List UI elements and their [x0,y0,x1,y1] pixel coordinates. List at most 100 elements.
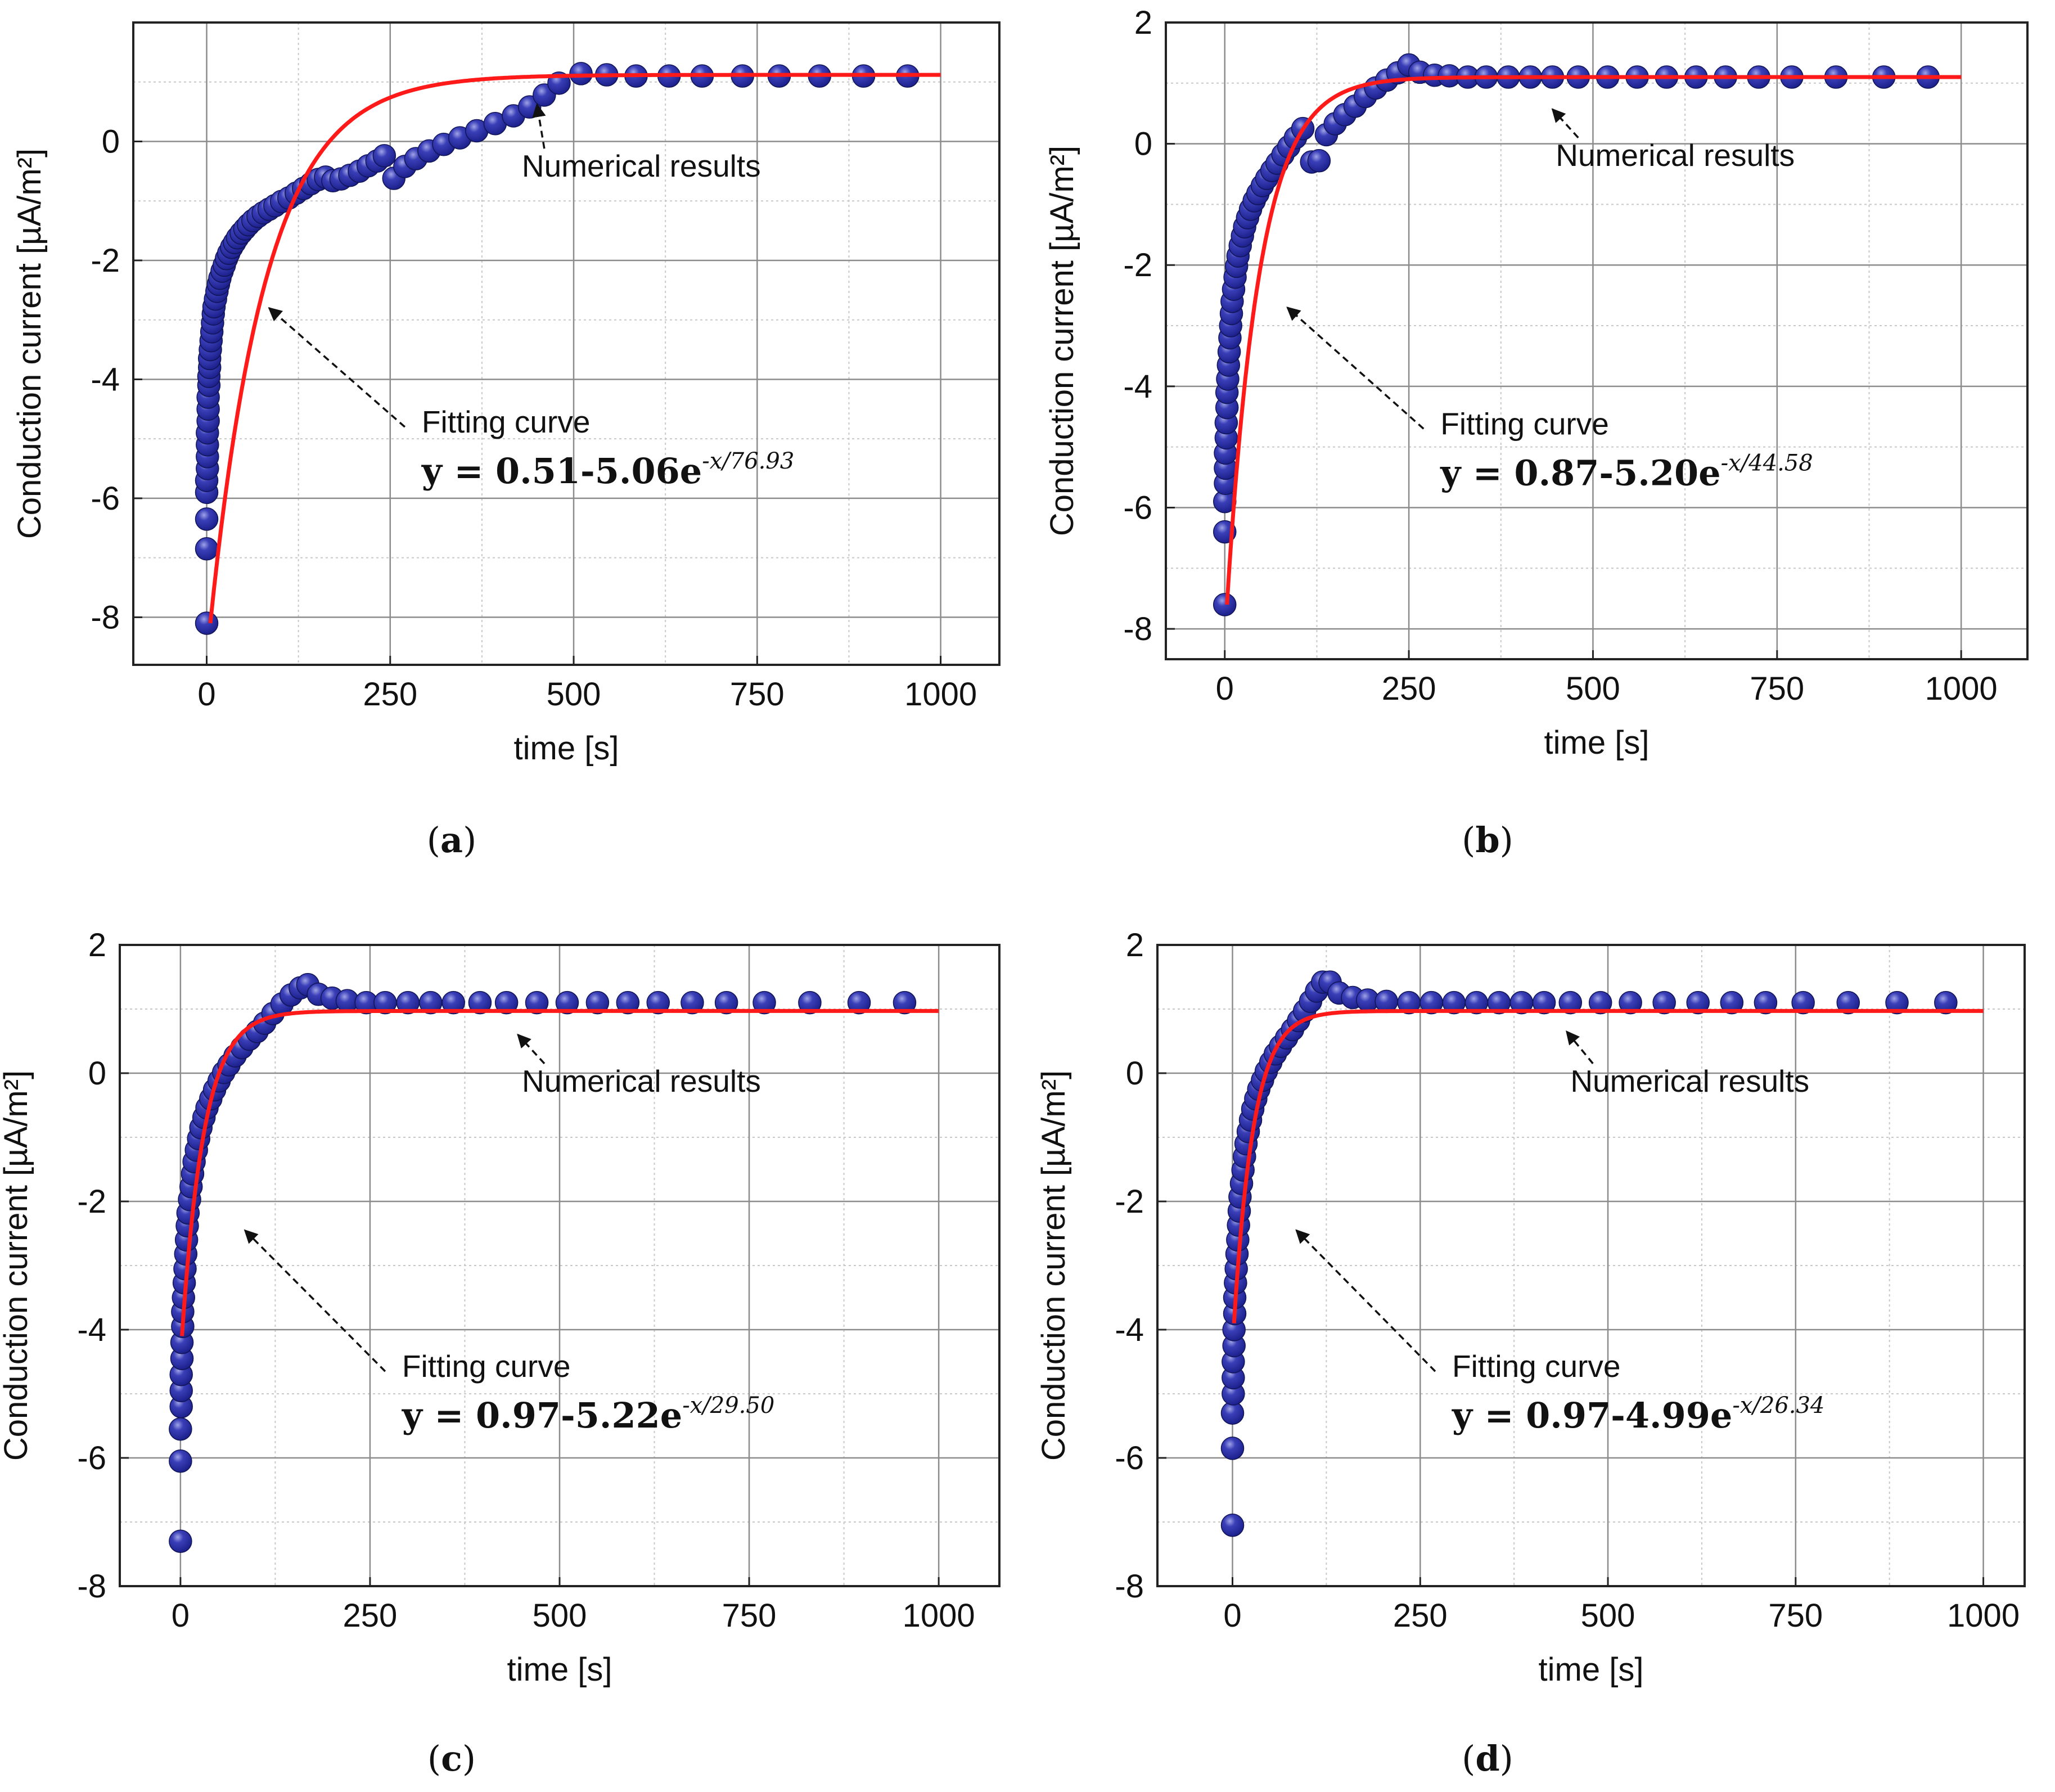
y-tick-label: -4 [77,1312,106,1348]
x-tick-label: 750 [1750,670,1804,707]
y-tick-label: 2 [1126,927,1144,963]
fit-equation-base: y = 0.97-4.99e [1452,1395,1732,1436]
panel-caption-letter: b [1475,820,1499,861]
x-axis-label: time [s] [514,730,619,767]
y-tick-label: -2 [1123,247,1152,283]
fit-equation-exponent: -x/76.93 [702,448,794,474]
fit-equation: y = 0.97-4.99e-x/26.34 [1452,1393,1824,1436]
x-tick-label: 750 [730,676,785,713]
x-tick-label: 0 [197,676,215,713]
x-axis-label: time [s] [1544,724,1650,761]
panel-caption-letter: c [441,1738,462,1779]
panel-caption-letter: a [440,820,463,861]
plot-frame [1156,944,2026,1587]
numerical-results-label: Numerical results [1556,138,1795,173]
data-point [195,537,219,561]
y-axis-label: Conduction current [µA/m²] [1044,146,1080,536]
x-tick-label: 1000 [904,676,977,713]
data-point [441,990,465,1015]
x-tick-label: 500 [1566,670,1620,707]
y-tick-label: 0 [1134,126,1152,163]
fitting-curve-label: Fitting curve [1440,406,1609,441]
numerical-series [1213,53,1940,616]
y-tick-label: -8 [1115,1568,1144,1605]
x-tick-label: 0 [172,1597,190,1634]
x-tick-label: 250 [1382,670,1436,707]
fitting-curve-label: Fitting curve [422,404,591,439]
y-tick-label: 2 [88,927,106,963]
numerical-series [195,62,920,635]
plot-area [1166,22,2027,659]
numerical-series [169,972,917,1553]
fit-equation-base: y = 0.51-5.06e [421,451,702,492]
data-point [847,990,871,1015]
x-tick-label: 1000 [1925,670,1998,707]
y-tick-label: -8 [1123,611,1152,647]
data-point [681,990,704,1015]
y-tick-label: 2 [1134,4,1152,41]
x-tick-label: 0 [1223,1597,1241,1634]
fit-equation-base: y = 0.87-5.20e [1440,452,1720,493]
data-point [468,990,492,1015]
plot-frame [1165,21,2029,660]
fitting-arrow [1286,307,1425,430]
x-axis-label: time [s] [507,1651,612,1688]
panel-b: 0 250 500 750 1000 -8 -6 -4 -2 0 2 time [s] Conducti… [1044,4,2029,861]
y-tick-label: -6 [1123,489,1152,526]
data-point [1720,990,1744,1015]
data-point [893,990,917,1015]
x-tick-label: 500 [547,676,601,713]
y-axis-label: Conduction current [µA/m²] [0,1070,34,1461]
plot-area [1157,945,2025,1586]
panel-caption: (b) [1462,820,1513,861]
x-tick-label: 250 [363,676,417,713]
data-point [616,990,640,1015]
numerical-results-label: Numerical results [522,1064,761,1098]
y-tick-label: -6 [77,1440,106,1476]
fitting-curve-label: Fitting curve [402,1349,571,1384]
data-point [1836,990,1860,1015]
numerical-arrow [1551,108,1579,139]
data-point [1532,990,1556,1015]
y-tick-label: -2 [91,242,120,279]
panel-a: 0 250 500 750 1000 -8 -6 -4 -2 0 time [s] Conductio… [11,21,1001,861]
data-point [525,990,549,1015]
panel-caption: (d) [1462,1738,1513,1779]
data-point [752,990,776,1015]
numerical-arrow [1566,1030,1594,1065]
data-point [195,507,219,531]
fit-equation-exponent: -x/26.34 [1732,1393,1824,1419]
data-point [169,1529,192,1553]
data-point [646,990,670,1015]
data-point [1213,593,1237,616]
panel-c: 0 250 500 750 1000 -8 -6 -4 -2 0 2 time [s] Conducti… [0,927,1001,1779]
fit-curve [180,1008,939,1336]
x-tick-label: 250 [343,1597,398,1634]
y-tick-label: -4 [91,361,120,398]
y-axis-label: Conduction current [µA/m²] [1035,1070,1072,1461]
data-point [372,144,396,168]
y-axis-label: Conduction current [µA/m²] [11,148,48,539]
y-tick-label: -8 [77,1568,106,1605]
y-tick-label: -2 [1115,1183,1144,1220]
fitting-curve-label: Fitting curve [1452,1349,1621,1384]
data-point [494,990,519,1015]
data-point [1220,1437,1245,1460]
fit-equation: y = 0.51-5.06e-x/76.93 [421,448,794,492]
data-point [1652,990,1676,1015]
plot-area [133,22,999,665]
data-point [585,990,610,1015]
data-point [169,1417,192,1441]
data-point [169,1449,192,1473]
data-point [195,611,219,635]
x-tick-label: 500 [533,1597,587,1634]
panel-caption: (a) [427,820,477,861]
x-tick-label: 750 [722,1597,777,1634]
y-tick-label: 0 [102,123,120,160]
y-tick-label: -4 [1115,1312,1144,1348]
y-tick-label: 0 [88,1055,106,1092]
numerical-arrow [532,103,546,149]
fit-equation-exponent: -x/29.50 [682,1393,774,1419]
numerical-results-label: Numerical results [1570,1064,1809,1098]
